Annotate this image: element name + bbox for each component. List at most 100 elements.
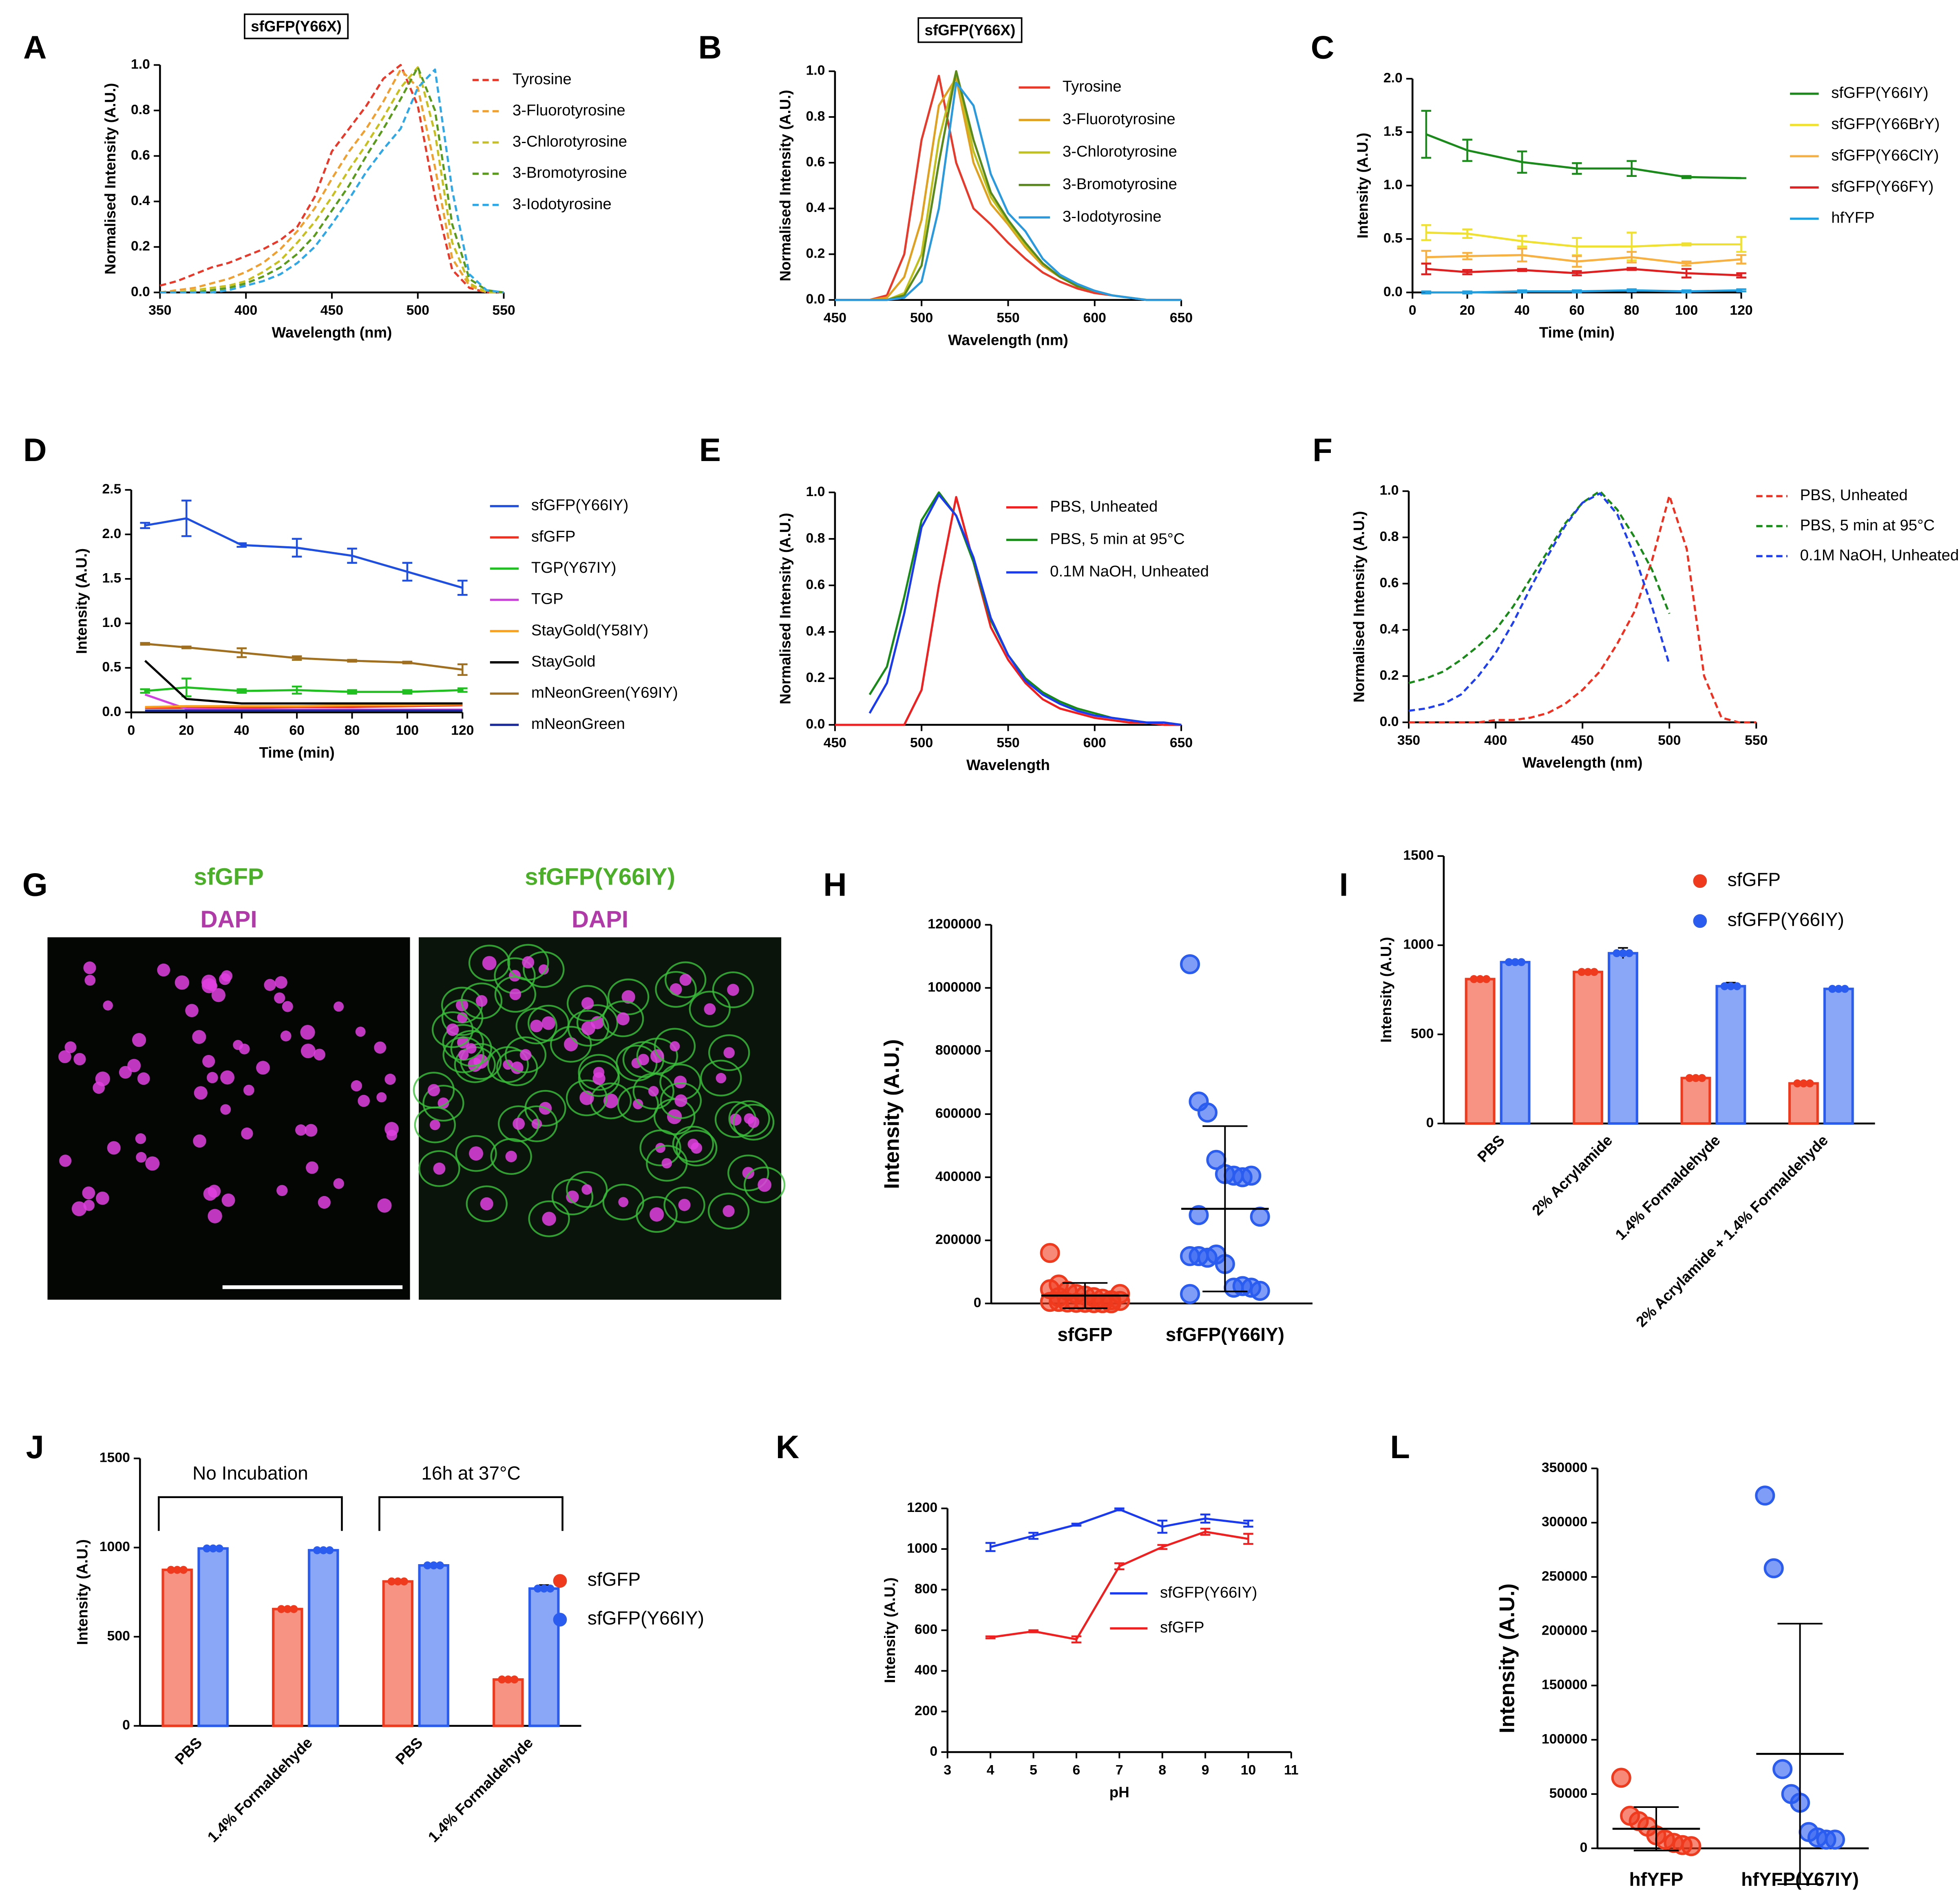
cell-outline: [566, 1171, 608, 1208]
nucleus: [202, 1055, 215, 1068]
nucleus: [427, 1084, 440, 1097]
nucleus: [276, 1185, 288, 1196]
data-point: [1755, 1485, 1775, 1506]
nucleus: [358, 1095, 370, 1107]
replicate-dot: [319, 1546, 327, 1554]
error-bar: [1462, 139, 1472, 162]
error-bar: [347, 547, 357, 564]
nucleus: [581, 997, 594, 1010]
replicate-dot: [1590, 968, 1598, 976]
replicate-dot: [1841, 985, 1849, 993]
y-tick-label: 0.8: [131, 102, 150, 117]
legend-label: Tyrosine: [513, 70, 572, 88]
error-bar: [402, 689, 413, 695]
y-tick-label: 1.0: [806, 484, 825, 499]
x-tick-label: 400: [234, 302, 257, 318]
cell-outline: [617, 1086, 659, 1123]
error-bar: [1462, 269, 1472, 276]
nucleus: [132, 1033, 146, 1047]
error-bar: [1517, 150, 1527, 174]
nucleus: [127, 1059, 141, 1073]
sd-bar: [1633, 1806, 1679, 1852]
panel-title: sfGFP(Y66X): [251, 18, 342, 35]
x-axis-title: Wavelength: [966, 757, 1050, 773]
replicate-dot: [1733, 982, 1741, 991]
legend-label: 3-Chlorotyrosine: [1063, 143, 1177, 160]
x-tick-label: 500: [910, 735, 933, 750]
data-point: [1772, 1759, 1793, 1779]
error-bar: [236, 688, 247, 694]
image-subtitle: DAPI: [572, 906, 628, 933]
x-tick-label: 40: [1514, 302, 1530, 318]
cell-outline: [466, 1185, 508, 1223]
x-tick-label: 450: [824, 735, 846, 750]
x-tick-label: 120: [1730, 302, 1752, 318]
cell-outline: [712, 971, 754, 1009]
cell-outline: [490, 1138, 532, 1175]
y-tick-label: 0.6: [806, 154, 825, 170]
legend-swatch: [1693, 874, 1707, 888]
nucleus: [729, 1113, 742, 1126]
legend-label: 3-Bromotyrosine: [513, 164, 627, 181]
nucleus: [256, 1061, 270, 1075]
legend-label: PBS, 5 min at 95°C: [1800, 516, 1935, 534]
y-tick-label: 0.8: [806, 530, 825, 546]
replicate-dot: [1619, 949, 1627, 958]
nucleus: [275, 976, 287, 989]
error-bar: [1114, 1562, 1125, 1571]
cell-outline: [743, 1166, 786, 1203]
y-tick-label: 0.0: [102, 704, 122, 719]
cell-outline: [551, 1179, 594, 1216]
legend-label: TGP(Y67IY): [531, 559, 617, 576]
error-bar: [181, 499, 192, 537]
replicate-dot: [283, 1605, 292, 1613]
y-tick-label: 0.2: [131, 238, 150, 254]
y-tick-label: 250000: [1542, 1568, 1588, 1584]
replicate-dot: [534, 1585, 542, 1593]
cell-outline: [646, 1145, 688, 1182]
data-point: [1825, 1830, 1845, 1850]
replicate-dot: [393, 1577, 402, 1586]
nucleus: [531, 1119, 542, 1129]
y-tick-label: 1.5: [102, 570, 122, 586]
cell-outline: [468, 945, 510, 982]
legend-swatch: [1693, 914, 1707, 928]
nucleus: [233, 1039, 243, 1050]
panel-letter: E: [699, 432, 721, 468]
replicate-dot: [546, 1585, 555, 1593]
x-tick-label: 1.4% Formaldehyde: [204, 1734, 316, 1845]
legend-label: PBS, Unheated: [1050, 498, 1158, 515]
y-tick-label: 400: [915, 1662, 937, 1678]
cell-outline: [727, 1154, 769, 1192]
error-bar: [1200, 1527, 1211, 1536]
replicate-dot: [1692, 1074, 1700, 1082]
nucleus: [509, 988, 521, 1000]
series-line: [1426, 231, 1741, 248]
replicate-dot: [1720, 982, 1729, 991]
legend-label: sfGFP: [1728, 869, 1781, 890]
y-tick-label: 0.0: [806, 716, 825, 732]
y-tick-label: 0.2: [1380, 667, 1399, 683]
replicate-dot: [429, 1561, 438, 1569]
nucleus: [300, 1025, 315, 1040]
series-line: [159, 64, 504, 294]
nucleus: [563, 1037, 578, 1051]
cell-outline: [567, 1010, 610, 1047]
title-box: [917, 17, 1023, 43]
replicate-dot: [313, 1546, 321, 1554]
micrograph: [419, 937, 782, 1300]
bar: [528, 1587, 560, 1727]
legend-label: 3-Chlorotyrosine: [513, 133, 627, 150]
sd-bar: [1062, 1282, 1108, 1309]
x-tick-label: 650: [1170, 735, 1193, 750]
y-tick-label: 300000: [1542, 1514, 1588, 1529]
replicate-dot: [1578, 968, 1586, 976]
nucleus: [157, 963, 170, 977]
error-bar: [1028, 1532, 1039, 1540]
bar: [197, 1547, 229, 1727]
y-tick-label: 200000: [935, 1232, 981, 1247]
error-bar: [457, 687, 468, 693]
panel-letter: K: [776, 1429, 800, 1465]
bar: [1500, 961, 1531, 1125]
series-line: [1409, 494, 1757, 724]
